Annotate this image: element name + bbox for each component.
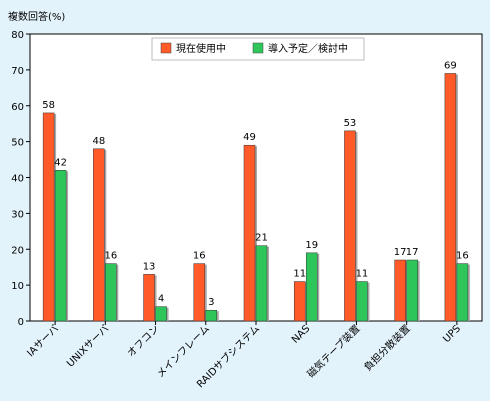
data-label: 53 [344, 118, 357, 129]
data-label: 11 [356, 269, 369, 280]
data-label: 16 [193, 251, 206, 262]
data-label: 13 [143, 261, 156, 272]
x-tick-label: メインフレーム [154, 323, 212, 381]
bar [293, 281, 306, 322]
y-tick-label: 60 [11, 102, 24, 113]
legend-label-planned: 導入予定／検討中 [268, 42, 348, 55]
bars [42, 73, 470, 322]
x-tick-label: 磁気テープ装置 [304, 322, 362, 380]
legend-label-current: 現在使用中 [176, 42, 226, 55]
x-tick-label: UPS [441, 323, 463, 345]
data-label: 16 [456, 251, 469, 262]
bar [344, 130, 356, 322]
data-label: 3 [208, 297, 214, 308]
data-label: 42 [54, 157, 67, 168]
data-label: 11 [293, 269, 306, 280]
data-label: 21 [255, 233, 268, 244]
bar [54, 170, 67, 322]
bar [93, 148, 105, 322]
bar [105, 263, 117, 322]
bar [155, 306, 167, 322]
data-label: 69 [444, 60, 457, 71]
y-tick-label: 40 [11, 174, 24, 185]
legend-swatch-current [160, 42, 172, 54]
data-label: 16 [104, 251, 117, 262]
data-label: 58 [42, 100, 55, 111]
y-tick-label: 30 [11, 209, 24, 220]
bar [456, 263, 469, 322]
y-tick-label: 0 [18, 317, 24, 328]
data-label: 4 [158, 294, 164, 305]
bar [305, 252, 318, 322]
bar [193, 263, 206, 322]
data-label: 48 [92, 136, 105, 147]
legend-swatch-planned [252, 42, 264, 54]
y-tick-label: 20 [11, 245, 24, 256]
bar [42, 112, 55, 322]
data-label: 49 [243, 132, 256, 143]
data-label: 17 [394, 247, 407, 258]
x-tick-label: 負担分散装置 [361, 322, 413, 374]
x-tick-label: UNIXサーバ [64, 323, 111, 370]
y-axis-title: 複数回答(%) [8, 10, 65, 23]
x-tick-label: IAサーバ [25, 323, 62, 360]
data-label: 19 [305, 240, 318, 251]
y-axis: 0 10 20 30 40 50 60 70 80 [11, 30, 30, 328]
x-tick-label: NAS [290, 323, 312, 345]
y-tick-label: 70 [11, 66, 24, 77]
y-tick-label: 50 [11, 138, 24, 149]
x-tick-label: オフコン [125, 323, 162, 360]
data-label: 17 [406, 247, 419, 258]
y-tick-label: 10 [11, 281, 24, 292]
bar [444, 73, 457, 322]
bar [243, 144, 256, 322]
bar [394, 259, 406, 322]
bar [406, 259, 418, 322]
bar [356, 281, 368, 322]
legend: 現在使用中 導入予定／検討中 [151, 37, 365, 61]
bar [205, 309, 218, 322]
bar [143, 274, 155, 322]
bar [255, 245, 268, 322]
y-tick-label: 80 [11, 30, 24, 41]
data-labels: 58 42 48 16 13 4 16 3 49 21 11 19 53 11 17 17 69 16 [42, 60, 469, 308]
